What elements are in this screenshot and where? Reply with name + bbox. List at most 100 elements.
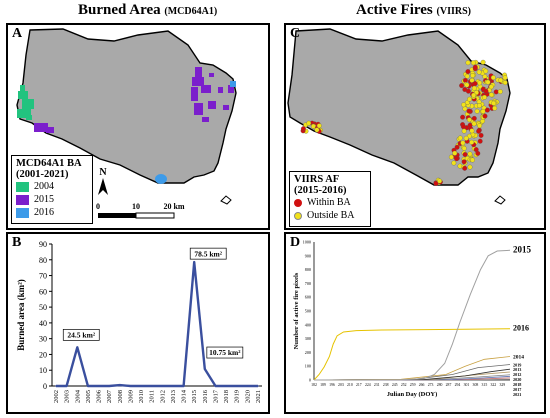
- annotation-box-2004: [62, 328, 100, 341]
- active-fire-point: [471, 115, 477, 121]
- active-fire-point: [452, 150, 458, 156]
- series-line-2016: [313, 328, 511, 381]
- data-point-2007: [108, 385, 110, 387]
- legend-af-item-outside: Outside BA: [294, 209, 366, 222]
- active-fire-point: [470, 60, 476, 66]
- legend-af-label-outside: Outside BA: [307, 210, 355, 221]
- annotation-box-2016: [206, 346, 244, 359]
- islet-c: [494, 195, 506, 205]
- x-tick-label-d: 280: [437, 383, 443, 387]
- active-fire-point: [462, 152, 468, 157]
- x-tick-label-b: 2007: [106, 389, 113, 403]
- x-tick-label-b: 2013: [170, 390, 177, 403]
- x-tick-label-b: 2003: [64, 390, 71, 403]
- y-tick-label-b: 80: [39, 256, 47, 265]
- series-label-2015: 2015: [513, 244, 532, 254]
- active-fire-point: [457, 135, 463, 141]
- left-column-title: Burned Area (MCD64A1): [78, 2, 217, 19]
- x-tick-label-b: 2010: [138, 390, 145, 403]
- burned-area-2016-patch: [155, 81, 236, 184]
- data-point-2008: [118, 384, 121, 386]
- active-fire-point: [463, 135, 469, 141]
- x-tick-label-b: 2020: [244, 390, 251, 403]
- active-fire-point: [465, 69, 471, 75]
- active-fire-point: [460, 114, 466, 120]
- series-label-2017: 2017: [513, 387, 521, 392]
- legend-ba-item-2016: 2016: [16, 206, 88, 219]
- left-title-main: Burned Area: [78, 2, 161, 18]
- data-point-2003: [65, 385, 68, 387]
- y-tick-label-b: 60: [39, 287, 47, 296]
- active-fire-point: [467, 151, 473, 157]
- chart-d-svg: 0 100 200 300 400 500 600 700 800 900 1000 182 189 19…: [293, 240, 532, 399]
- active-fire-point: [498, 77, 504, 83]
- x-tick-label-b: 2019: [234, 390, 241, 403]
- panel-label-d: D: [290, 235, 301, 250]
- y-tick-label-d: 1000: [303, 240, 311, 245]
- scale-label-20: 20 km: [163, 202, 184, 211]
- legend-af-label-within: Within BA: [307, 197, 351, 208]
- scale-bar: 0 10 20 km: [96, 202, 185, 219]
- active-fire-point: [461, 102, 467, 108]
- x-tick-label-d: 315: [482, 383, 488, 387]
- active-fire-point: [472, 81, 478, 87]
- series-label-2012: 2012: [513, 372, 521, 377]
- active-fire-point: [466, 117, 472, 123]
- swatch-2016: [16, 207, 29, 218]
- x-tick-label-d: 252: [401, 383, 407, 387]
- active-fire-point: [482, 94, 487, 100]
- active-fire-point: [470, 73, 476, 78]
- swatch-2015: [16, 194, 29, 205]
- active-fire-point: [476, 69, 482, 75]
- x-tick-label-b: 2015: [191, 390, 198, 403]
- active-fire-point: [483, 88, 489, 94]
- x-tick-label-b: 2016: [202, 389, 209, 403]
- panel-b-burned-area-chart: 0 10 20 30 40 50 60 70 80 90 2002 2003 2004 2005 2006 2…: [6, 232, 270, 414]
- series-label-2014: 2014: [513, 355, 524, 361]
- active-fire-point: [471, 92, 477, 98]
- active-fire-point: [314, 127, 320, 133]
- active-fire-point: [490, 75, 496, 81]
- series-label-2013: 2013: [513, 367, 521, 372]
- x-tick-label-b: 2005: [85, 390, 92, 403]
- active-fire-point: [482, 113, 488, 119]
- dot-within-ba: [294, 198, 302, 207]
- map-c-svg: [287, 28, 511, 205]
- legend-ba-label-2004: 2004: [34, 181, 54, 192]
- series-line-2015: [313, 249, 511, 381]
- legend-ba-item-2004: 2004: [16, 180, 88, 193]
- right-title-sub: (VIIRS): [436, 6, 471, 17]
- data-point-2012: [161, 385, 164, 387]
- annotation-text-2004: 24.5 km²: [67, 331, 95, 340]
- x-tick-label-d: 217: [356, 383, 362, 387]
- legend-ba-title-1: MCD64A1 BA: [16, 158, 82, 169]
- x-tick-label-b: 2018: [223, 390, 230, 403]
- x-tick-label-d: 182: [311, 383, 317, 387]
- data-point-2014: [182, 385, 185, 387]
- x-tick-label-d: 231: [374, 383, 380, 387]
- x-tick-label-b: 2002: [53, 390, 60, 403]
- active-fire-point: [491, 100, 497, 106]
- y-tick-label-d: 800: [305, 267, 311, 272]
- x-tick-label-d: 259: [410, 383, 416, 387]
- x-tick-label-b: 2012: [159, 390, 166, 403]
- active-fire-point: [485, 79, 491, 85]
- active-fire-point: [476, 103, 482, 109]
- annotation-box-2015: [189, 247, 227, 260]
- active-fire-point: [469, 139, 475, 145]
- x-tick-label-d: 245: [392, 383, 398, 387]
- y-tick-label-d: 200: [305, 350, 311, 355]
- panel-label-a: A: [12, 26, 23, 41]
- scale-label-10: 10: [132, 202, 140, 211]
- x-tick-label-b: 2006: [96, 389, 103, 403]
- series-label-2021: 2021: [513, 392, 521, 397]
- x-tick-label-d: 266: [419, 383, 425, 387]
- x-tick-label-b: 2008: [117, 390, 124, 403]
- active-fire-point: [451, 160, 457, 166]
- x-tick-label-d: 301: [464, 383, 470, 387]
- data-point-2006: [97, 385, 100, 387]
- active-fire-point: [478, 132, 484, 138]
- x-tick-label-b: 2009: [127, 390, 134, 403]
- active-fire-points: [300, 59, 508, 186]
- series-line-2019: [313, 364, 511, 381]
